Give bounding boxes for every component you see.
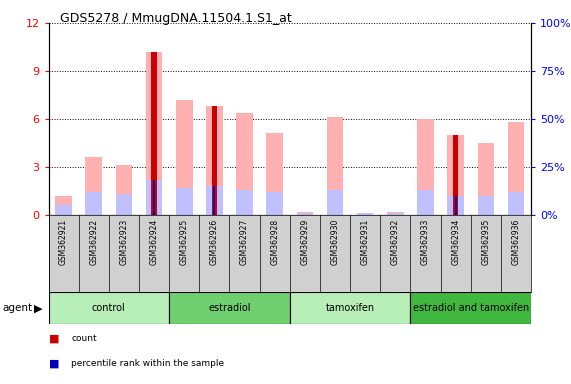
Bar — [327, 190, 343, 215]
Bar — [236, 113, 253, 215]
Text: estradiol: estradiol — [208, 303, 251, 313]
Text: tamoxifen: tamoxifen — [325, 303, 375, 313]
Bar — [214, 186, 215, 215]
Bar — [453, 135, 459, 215]
Bar — [169, 292, 289, 324]
Text: ■: ■ — [49, 334, 59, 344]
Text: estradiol and tamoxifen: estradiol and tamoxifen — [413, 303, 529, 313]
Text: ▶: ▶ — [34, 303, 43, 313]
Bar — [153, 180, 155, 215]
Bar — [236, 190, 253, 215]
Bar — [417, 119, 434, 215]
Bar — [327, 118, 343, 215]
Bar — [146, 180, 162, 215]
Bar — [289, 292, 411, 324]
Bar — [116, 166, 132, 215]
Bar — [508, 192, 524, 215]
Bar — [357, 213, 373, 215]
Text: GSM362934: GSM362934 — [451, 219, 460, 265]
Bar — [387, 212, 404, 215]
Bar — [55, 196, 72, 215]
Bar — [296, 213, 313, 215]
Text: GSM362936: GSM362936 — [512, 219, 520, 265]
Bar — [387, 213, 404, 215]
Bar — [477, 196, 494, 215]
Bar — [508, 122, 524, 215]
Bar — [176, 100, 192, 215]
Text: GSM362930: GSM362930 — [331, 219, 340, 265]
Bar — [206, 186, 223, 215]
Bar — [357, 213, 373, 215]
Bar — [212, 106, 217, 215]
Bar — [477, 143, 494, 215]
Text: GSM362925: GSM362925 — [180, 219, 189, 265]
Text: count: count — [71, 334, 97, 343]
Text: GSM362928: GSM362928 — [270, 219, 279, 265]
Text: agent: agent — [3, 303, 33, 313]
Bar — [49, 292, 169, 324]
Text: GSM362926: GSM362926 — [210, 219, 219, 265]
Bar — [206, 106, 223, 215]
Bar — [267, 192, 283, 215]
Bar — [411, 292, 531, 324]
Bar — [447, 135, 464, 215]
Text: ■: ■ — [49, 359, 59, 369]
Bar — [176, 188, 192, 215]
Bar — [86, 192, 102, 215]
Text: GSM362929: GSM362929 — [300, 219, 309, 265]
Bar — [151, 52, 157, 215]
Bar — [86, 157, 102, 215]
Text: percentile rank within the sample: percentile rank within the sample — [71, 359, 224, 368]
Text: GSM362931: GSM362931 — [361, 219, 369, 265]
Text: GSM362922: GSM362922 — [89, 219, 98, 265]
Text: GSM362932: GSM362932 — [391, 219, 400, 265]
Bar — [417, 190, 434, 215]
Text: GSM362935: GSM362935 — [481, 219, 490, 265]
Text: GDS5278 / MmugDNA.11504.1.S1_at: GDS5278 / MmugDNA.11504.1.S1_at — [60, 12, 292, 25]
Text: GSM362921: GSM362921 — [59, 219, 68, 265]
Bar — [296, 212, 313, 215]
Bar — [267, 134, 283, 215]
Bar — [116, 194, 132, 215]
Bar — [455, 196, 457, 215]
Text: GSM362927: GSM362927 — [240, 219, 249, 265]
Bar — [55, 205, 72, 215]
Text: GSM362923: GSM362923 — [119, 219, 128, 265]
Bar — [146, 52, 162, 215]
Text: GSM362924: GSM362924 — [150, 219, 159, 265]
Text: control: control — [92, 303, 126, 313]
Text: GSM362933: GSM362933 — [421, 219, 430, 265]
Bar — [447, 196, 464, 215]
